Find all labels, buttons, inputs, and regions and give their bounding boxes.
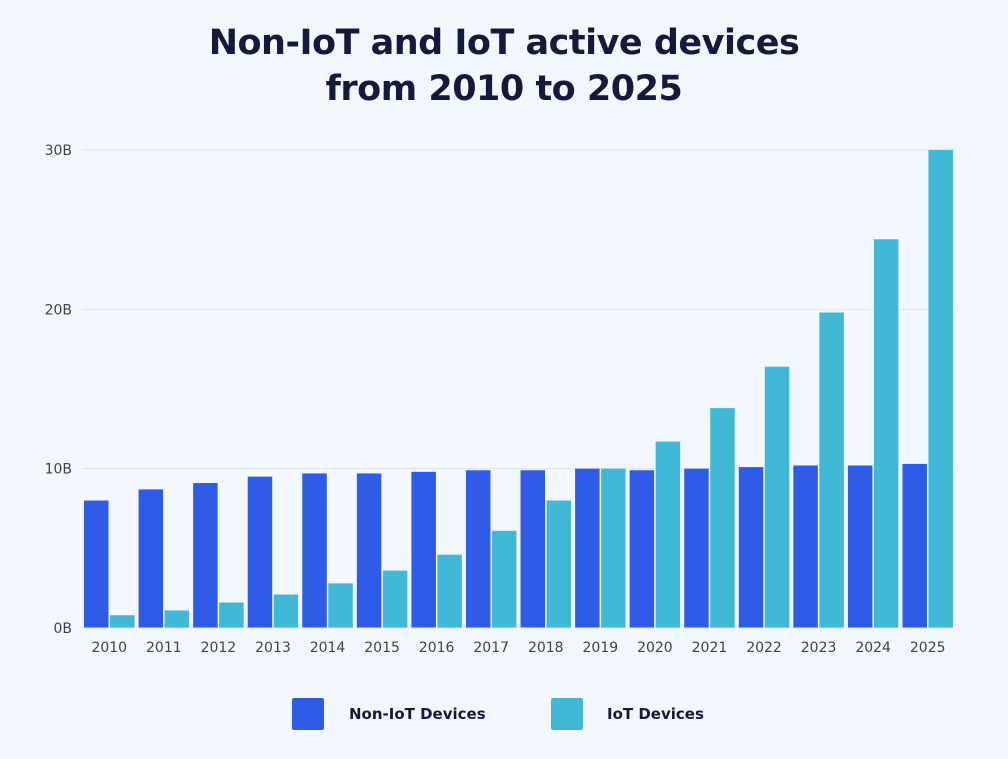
bar-iot-2023 — [819, 312, 844, 628]
x-tick-label: 2025 — [910, 640, 946, 656]
bar-non-iot-2015 — [356, 473, 382, 628]
bar-non-iot-2024 — [847, 465, 873, 628]
bar-non-iot-2014 — [302, 473, 327, 628]
bar-non-iot-2020 — [629, 470, 655, 628]
y-tick-label: 20B — [45, 302, 72, 318]
bar-iot-2016 — [437, 554, 462, 628]
chart-title-line-2: from 2010 to 2025 — [325, 69, 683, 109]
x-tick-label: 2017 — [473, 640, 509, 656]
chart-title: Non-IoT and IoT active devices from 2010… — [0, 20, 1008, 112]
x-tick-label: 2015 — [364, 640, 400, 656]
bar-non-iot-2013 — [247, 476, 273, 628]
legend-label-non-iot: Non-IoT Devices — [349, 705, 486, 723]
x-axis-ticks: 2010 2011 2012 2013 2014 2015 2016 2017 2018 2019… — [91, 640, 945, 656]
bar-iot-2017 — [491, 530, 517, 628]
x-tick-label: 2019 — [583, 640, 619, 656]
bar-iot-2012 — [219, 602, 244, 628]
bar-iot-2021 — [710, 408, 735, 628]
y-axis-ticks: 0B 10B 20B 30B — [45, 143, 72, 637]
bar-non-iot-2010 — [84, 500, 109, 628]
x-tick-label: 2023 — [801, 640, 837, 656]
bar-non-iot-2021 — [684, 468, 709, 628]
x-tick-label: 2021 — [692, 640, 728, 656]
bar-non-iot-2022 — [738, 467, 764, 628]
x-tick-label: 2016 — [419, 640, 455, 656]
x-tick-label: 2011 — [146, 640, 182, 656]
bar-iot-2020 — [655, 441, 681, 628]
bar-iot-2014 — [328, 583, 353, 628]
x-tick-label: 2010 — [91, 640, 127, 656]
bar-non-iot-2018 — [520, 470, 546, 628]
bar-iot-2024 — [873, 239, 899, 628]
bars — [82, 150, 955, 629]
bar-non-iot-2011 — [138, 489, 164, 628]
bar-iot-2015 — [382, 570, 408, 628]
x-tick-label: 2018 — [528, 640, 564, 656]
bar-non-iot-2023 — [793, 465, 818, 628]
bar-non-iot-2012 — [193, 483, 218, 628]
y-tick-label: 0B — [53, 621, 72, 637]
bar-iot-2013 — [273, 594, 299, 628]
bar-non-iot-2016 — [411, 471, 436, 628]
bar-iot-2010 — [110, 615, 135, 628]
bar-non-iot-2019 — [575, 468, 600, 628]
bar-iot-2011 — [164, 610, 190, 628]
chart-title-line-1: Non-IoT and IoT active devices — [208, 23, 800, 63]
x-tick-label: 2013 — [255, 640, 291, 656]
x-tick-label: 2022 — [746, 640, 782, 656]
legend-label-iot: IoT Devices — [607, 705, 704, 723]
y-tick-label: 30B — [45, 143, 72, 159]
x-tick-label: 2012 — [201, 640, 237, 656]
bar-non-iot-2017 — [465, 470, 491, 628]
x-tick-label: 2014 — [310, 640, 346, 656]
y-tick-label: 10B — [45, 462, 72, 478]
x-tick-label: 2020 — [637, 640, 673, 656]
bar-non-iot-2025 — [902, 463, 927, 628]
x-tick-label: 2024 — [855, 640, 891, 656]
bar-iot-2022 — [764, 366, 790, 628]
bar-iot-2025 — [928, 150, 953, 628]
bar-iot-2018 — [546, 500, 572, 628]
legend-swatch-iot — [551, 698, 583, 730]
bar-iot-2019 — [601, 468, 626, 628]
legend-swatch-non-iot — [292, 698, 324, 730]
